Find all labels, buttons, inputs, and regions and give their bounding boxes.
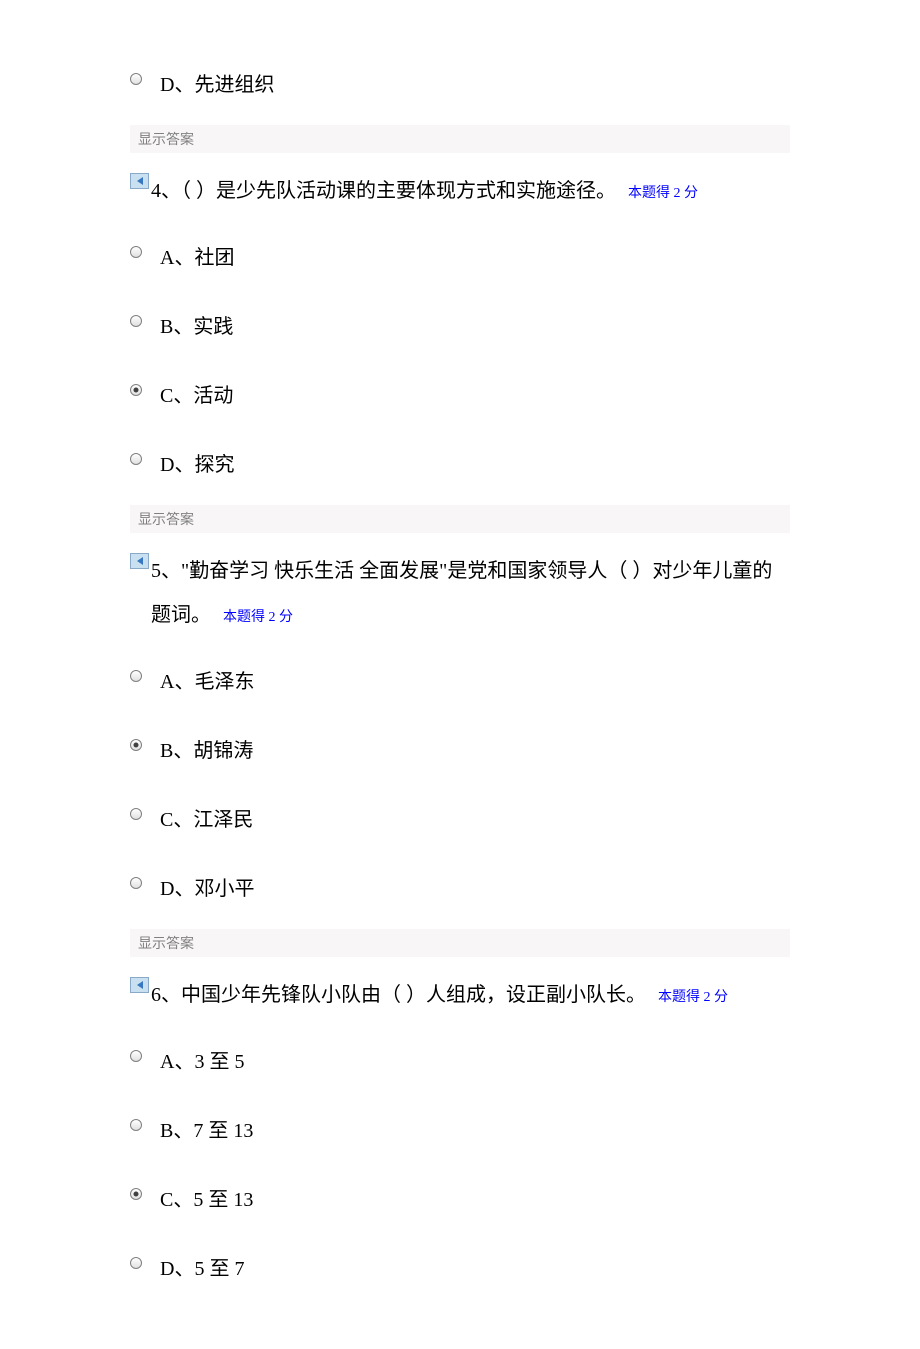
option-row[interactable]: A、毛泽东 [130,653,790,706]
option-label: D、5 至 7 [160,1252,244,1281]
radio-icon[interactable] [130,670,142,682]
question-row: 5、"勤奋学习 快乐生活 全面发展"是党和国家领导人（ ）对少年儿童的题词。 本… [130,549,790,637]
score-text: 本题得 2 分 [223,610,293,625]
show-answer-label: 显示答案 [138,937,194,952]
question-row: 4、（ ）是少先队活动课的主要体现方式和实施途径。 本题得 2 分 [130,169,790,213]
radio-icon[interactable] [130,73,142,85]
score-text: 本题得 2 分 [628,186,698,201]
radio-icon[interactable] [130,877,142,889]
option-row[interactable]: D、探究 [130,436,790,489]
question-text: 4、（ ）是少先队活动课的主要体现方式和实施途径。 [151,180,616,202]
question-text: 6、中国少年先锋队小队由（ ）人组成，设正副小队长。 [151,984,646,1006]
show-answer-label: 显示答案 [138,513,194,528]
option-row[interactable]: B、实践 [130,298,790,351]
radio-icon[interactable] [130,453,142,465]
radio-icon[interactable] [130,739,142,751]
option-row[interactable]: C、活动 [130,367,790,420]
option-row[interactable]: B、7 至 13 [130,1102,790,1155]
score-text: 本题得 2 分 [658,990,728,1005]
show-answer-bar[interactable]: 显示答案 [130,505,790,533]
radio-icon[interactable] [130,246,142,258]
radio-icon[interactable] [130,315,142,327]
option-label: A、毛泽东 [160,665,254,694]
collapse-arrow-icon[interactable] [130,977,149,993]
option-label: A、社团 [160,241,234,270]
option-label: B、实践 [160,310,233,339]
option-label: A、3 至 5 [160,1045,244,1074]
collapse-arrow-icon[interactable] [130,173,149,189]
show-answer-bar[interactable]: 显示答案 [130,125,790,153]
radio-icon[interactable] [130,1257,142,1269]
option-label: B、7 至 13 [160,1114,253,1143]
option-row[interactable]: A、3 至 5 [130,1033,790,1086]
collapse-arrow-icon[interactable] [130,553,149,569]
show-answer-label: 显示答案 [138,133,194,148]
option-label: D、探究 [160,448,234,477]
option-row[interactable]: B、胡锦涛 [130,722,790,775]
radio-icon[interactable] [130,1119,142,1131]
radio-icon[interactable] [130,808,142,820]
option-row[interactable]: D、5 至 7 [130,1240,790,1293]
quiz-container: D、先进组织 显示答案 4、（ ）是少先队活动课的主要体现方式和实施途径。 本题… [130,56,790,1293]
show-answer-bar[interactable]: 显示答案 [130,929,790,957]
option-label: C、活动 [160,379,233,408]
option-row[interactable]: D、邓小平 [130,860,790,913]
option-label: D、邓小平 [160,872,254,901]
question-content: 4、（ ）是少先队活动课的主要体现方式和实施途径。 本题得 2 分 [151,169,790,213]
option-row[interactable]: C、5 至 13 [130,1171,790,1224]
radio-icon[interactable] [130,1188,142,1200]
option-label: D、先进组织 [160,68,274,97]
option-label: B、胡锦涛 [160,734,253,763]
option-label: C、江泽民 [160,803,253,832]
option-row[interactable]: A、社团 [130,229,790,282]
question-content: 5、"勤奋学习 快乐生活 全面发展"是党和国家领导人（ ）对少年儿童的题词。 本… [151,549,790,637]
radio-icon[interactable] [130,1050,142,1062]
question-content: 6、中国少年先锋队小队由（ ）人组成，设正副小队长。 本题得 2 分 [151,973,790,1017]
option-label: C、5 至 13 [160,1183,253,1212]
option-row[interactable]: C、江泽民 [130,791,790,844]
option-row[interactable]: D、先进组织 [130,56,790,109]
question-row: 6、中国少年先锋队小队由（ ）人组成，设正副小队长。 本题得 2 分 [130,973,790,1017]
radio-icon[interactable] [130,384,142,396]
